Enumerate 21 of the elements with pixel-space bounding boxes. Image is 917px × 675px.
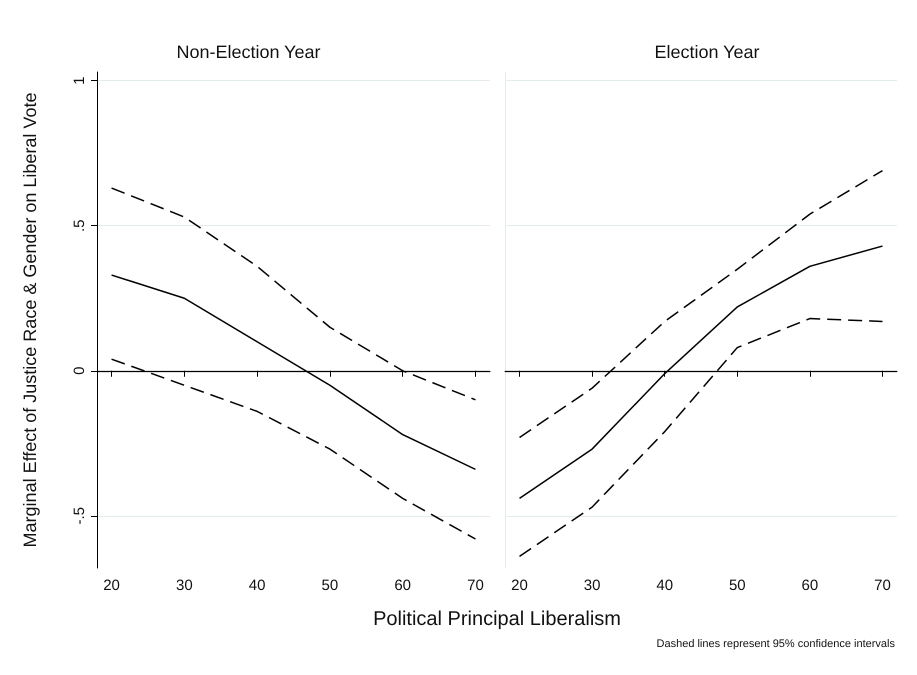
x-tick-label: 30 bbox=[584, 577, 600, 594]
x-tick-label: 20 bbox=[511, 577, 528, 594]
x-tick-label: 60 bbox=[802, 577, 818, 594]
x-tick-label: 50 bbox=[728, 577, 746, 594]
y-tick-label: 0 bbox=[71, 366, 88, 375]
text: Dashed lines represent 95% confidence intervals bbox=[656, 638, 895, 650]
x-tick-label: 20 bbox=[103, 577, 120, 594]
chart-title: Non-Election Year bbox=[176, 42, 321, 62]
x-tick-label: 40 bbox=[656, 577, 674, 594]
y-tick-label: .5 bbox=[71, 219, 88, 232]
x-tick-label: 30 bbox=[176, 577, 193, 594]
x-tick-label: 60 bbox=[394, 577, 412, 594]
x-tick-label: 50 bbox=[322, 577, 338, 594]
x-tick-label: 70 bbox=[874, 577, 891, 594]
x-axis-title: Political Principal Liberalism bbox=[372, 608, 622, 631]
y-tick-label: -.5 bbox=[71, 507, 88, 525]
x-tick-label: 40 bbox=[248, 577, 266, 594]
chart-title: Election Year bbox=[654, 42, 760, 62]
y-axis-title: Marginal Effect of Justice Race & Gender on Liberal Vote bbox=[20, 92, 40, 548]
x-tick-label: 70 bbox=[467, 577, 484, 594]
y-tick-label: 1 bbox=[71, 76, 88, 85]
